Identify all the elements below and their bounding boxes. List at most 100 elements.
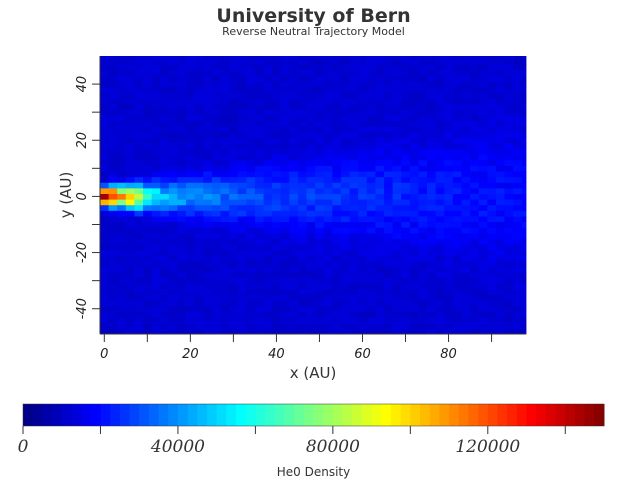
heatmap-cell [280, 322, 290, 329]
heatmap-cell [289, 171, 299, 178]
heatmap-cell [306, 204, 316, 211]
colorbar-segment [274, 404, 285, 426]
heatmap-cell [366, 266, 376, 273]
heatmap-cell [203, 238, 213, 245]
heatmap-cell [246, 216, 256, 223]
heatmap-cell [487, 131, 497, 138]
heatmap-cell [177, 58, 187, 65]
heatmap-cell [487, 176, 497, 183]
heatmap-cell [297, 317, 307, 324]
heatmap-cell [349, 92, 359, 99]
heatmap-cell [340, 109, 350, 116]
heatmap-cell [495, 322, 505, 329]
heatmap-cell [168, 109, 178, 116]
heatmap-cell [134, 244, 144, 251]
heatmap-cell [263, 289, 273, 296]
heatmap-cell [108, 114, 118, 121]
heatmap-cell [513, 171, 523, 178]
heatmap-cell [100, 238, 110, 245]
heatmap-cell [427, 109, 437, 116]
heatmap-cell [384, 199, 394, 206]
heatmap-cell [521, 221, 527, 228]
heatmap-cell [392, 171, 402, 178]
heatmap-cell [315, 143, 325, 150]
heatmap-cell [125, 137, 135, 144]
heatmap-cell [504, 294, 514, 301]
heatmap-cell [246, 328, 256, 335]
heatmap-cell [495, 266, 505, 273]
heatmap-cell [194, 317, 204, 324]
heatmap-cell [444, 58, 454, 65]
heatmap-cell [186, 56, 196, 60]
heatmap-cell [470, 249, 480, 256]
heatmap-cell [117, 204, 127, 211]
heatmap-cell [246, 244, 256, 251]
heatmap-cell [211, 216, 221, 223]
heatmap-cell [203, 328, 213, 335]
heatmap-cell [203, 255, 213, 262]
heatmap-cell [452, 81, 462, 88]
heatmap-cell [246, 238, 256, 245]
heatmap-cell [272, 176, 282, 183]
heatmap-cell [384, 244, 394, 251]
heatmap-cell [237, 328, 247, 335]
heatmap-cell [263, 187, 273, 194]
heatmap-cell [478, 120, 488, 127]
heatmap-cell [504, 232, 514, 239]
heatmap-cell [340, 232, 350, 239]
heatmap-cell [461, 300, 471, 307]
heatmap-cell [229, 199, 239, 206]
heatmap-cell [521, 244, 527, 251]
heatmap-cell [143, 103, 153, 110]
heatmap-cell [384, 86, 394, 93]
heatmap-cell [452, 311, 462, 318]
heatmap-cell [427, 75, 437, 82]
heatmap-cell [504, 216, 514, 223]
heatmap-cell [237, 92, 247, 99]
heatmap-cell [409, 103, 419, 110]
heatmap-cell [495, 289, 505, 296]
heatmap-cell [384, 70, 394, 77]
chart-title: University of Bern [216, 5, 411, 27]
heatmap-cell [478, 154, 488, 161]
heatmap-cell [117, 56, 127, 60]
heatmap-cell [272, 328, 282, 335]
heatmap-cell [151, 126, 161, 133]
heatmap-cell [435, 283, 445, 290]
heatmap-cell [513, 70, 523, 77]
heatmap-cell [220, 120, 230, 127]
heatmap-cell [134, 187, 144, 194]
heatmap-cell [246, 289, 256, 296]
heatmap-cell [521, 289, 527, 296]
colorbar-tick-label: 40000 [150, 437, 205, 457]
heatmap-cell [461, 204, 471, 211]
heatmap-cell [177, 109, 187, 116]
heatmap-cell [332, 260, 342, 268]
heatmap-cell [220, 86, 230, 93]
heatmap-cell [254, 143, 264, 150]
heatmap-cell [177, 159, 187, 166]
heatmap-cell [521, 266, 527, 273]
heatmap-cell [409, 109, 419, 116]
heatmap-cell [478, 176, 488, 183]
heatmap-cell [358, 165, 368, 172]
heatmap-cell [470, 86, 480, 93]
heatmap-cell [237, 81, 247, 88]
heatmap-cell [487, 199, 497, 206]
heatmap-cell [280, 289, 290, 296]
heatmap-cell [504, 154, 514, 161]
heatmap-cell [160, 75, 170, 82]
heatmap-cell [108, 131, 118, 138]
heatmap-cell [151, 221, 161, 228]
heatmap-cell [513, 98, 523, 105]
heatmap-cell [521, 176, 527, 183]
heatmap-cell [392, 210, 402, 217]
heatmap-cell [194, 289, 204, 296]
heatmap-cell [306, 294, 316, 301]
heatmap-cell [280, 283, 290, 290]
heatmap-cell [392, 311, 402, 318]
heatmap-cell [521, 187, 527, 194]
heatmap-cell [513, 283, 523, 290]
heatmap-cell [332, 70, 342, 77]
heatmap-cell [151, 328, 161, 335]
